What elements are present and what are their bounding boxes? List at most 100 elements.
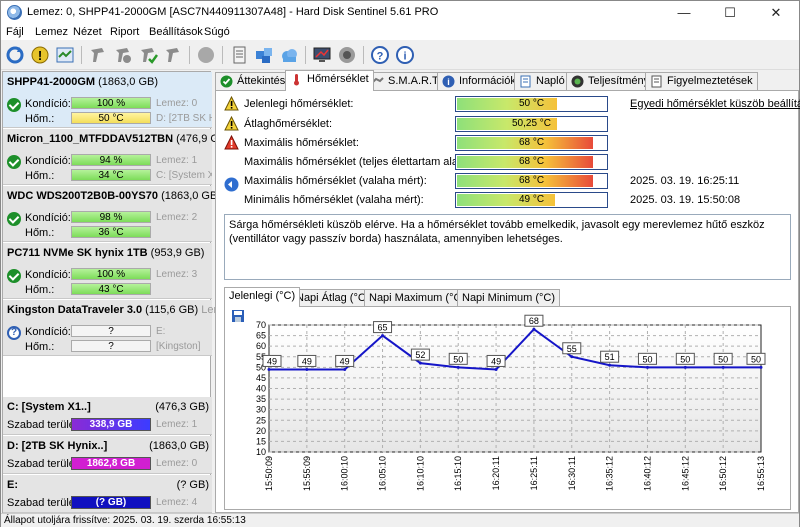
svg-text:!: ! (38, 48, 42, 63)
temperature-label: Hőm.: (25, 170, 55, 182)
partition-item[interactable]: E: (? GB) Szabad terület (? GB) Lemez: 4 (3, 475, 212, 513)
temperature-page: Jelenlegi hőmérséklet: 50 °C Egyedi hőmé… (215, 90, 800, 513)
thermometer-icon (294, 74, 299, 86)
tab-attekintes[interactable]: Áttekintés (215, 72, 291, 90)
save-icon[interactable] (231, 309, 245, 323)
svg-text:i: i (403, 51, 406, 63)
warning-icon (224, 116, 239, 131)
chart-tab-current[interactable]: Jelenlegi (°C) (224, 287, 301, 307)
tool-icon[interactable] (87, 44, 109, 66)
menu-riport[interactable]: Riport (110, 26, 140, 38)
disk-item[interactable]: PC711 NVMe SK hynix 1TB (953,9 GB) Kondí… (3, 243, 212, 299)
data-point (381, 334, 385, 338)
disk-volume: D: [2TB SK Hynix..] (156, 113, 212, 124)
cloud-icon[interactable] (278, 44, 300, 66)
data-label: 50 (680, 354, 690, 364)
disk-list-panel: SHPP41-2000GM (1863,0 GB) Kondíció: 100 … (2, 71, 234, 513)
partition-item[interactable]: D: [2TB SK Hynix..] (1863,0 GB) Szabad t… (3, 436, 212, 474)
temp-row-max-ever: Maximális hőmérséklet (valaha mért): 68 … (224, 172, 794, 192)
disk-drive-letter: E: (156, 326, 166, 337)
temp-row-average: Átlaghőmérséklet: 50,25 °C (224, 115, 794, 133)
temp-bar-fill (457, 118, 557, 130)
y-tick-label: 60 (256, 341, 266, 351)
custom-threshold-link[interactable]: Egyedi hőmérséklet küszöb beállítása (630, 98, 800, 110)
tool-icon-3[interactable] (137, 44, 159, 66)
x-tick-label: 16:00:10 (340, 456, 350, 491)
chart-tab-daily-avg[interactable]: Napi Átlag (°C) (291, 289, 375, 306)
toolbar-separator (81, 46, 82, 64)
tab-smart[interactable]: S.M.A.R.T. (366, 72, 446, 90)
help-icon[interactable]: ? (369, 44, 391, 66)
info-icon[interactable]: i (394, 44, 416, 66)
speaker-icon[interactable] (336, 44, 358, 66)
status-unknown-icon: ? (7, 326, 21, 340)
temp-bar-fill (457, 137, 593, 149)
temperature-bar: 36 °C (71, 226, 151, 238)
temp-row-max: Maximális hőmérséklet: 68 °C (224, 134, 794, 152)
menu-lemez[interactable]: Lemez (35, 26, 69, 38)
status-bar: Állapot utoljára frissítve: 2025. 03. 19… (1, 513, 799, 527)
tab-bar: Áttekintés Hőmérséklet S.M.A.R.T. i Info… (215, 70, 799, 91)
data-label-box (335, 354, 355, 367)
disk-volume: [Kingston] (156, 341, 201, 352)
data-label-box (448, 352, 468, 365)
status-text: Állapot utoljára frissítve: 2025. 03. 19… (4, 515, 246, 526)
free-space-label: Szabad terület (7, 458, 78, 470)
partition-size: (476,3 GB) (155, 401, 209, 413)
window-title: Lemez: 0, SHPP41-2000GM [ASC7N440911307A… (27, 6, 439, 18)
history-icon[interactable] (224, 177, 239, 192)
temperature-bar: ? (71, 340, 151, 352)
tab-naplo[interactable]: Napló (514, 72, 570, 90)
data-label: 50 (718, 354, 728, 364)
status-ok-icon (7, 269, 21, 283)
chart-tab-daily-max[interactable]: Napi Maximum (°C) (364, 289, 471, 306)
data-label: 50 (642, 354, 652, 364)
temp-date: 2025. 03. 19. 15:50:08 (630, 194, 741, 206)
tab-homerseklet[interactable]: Hőmérséklet (285, 70, 374, 91)
disk-name: Micron_1100_MTFDDAV512TBN (476,9 GB) (7, 133, 230, 145)
minimize-button[interactable]: — (677, 5, 691, 20)
x-tick-label: 15:55:09 (302, 456, 312, 491)
disk-item[interactable]: SHPP41-2000GM (1863,0 GB) Kondíció: 100 … (3, 72, 212, 128)
y-tick-label: 15 (256, 436, 266, 446)
document-icon[interactable] (228, 44, 250, 66)
disk-icon[interactable] (195, 44, 217, 66)
tab-informaciok[interactable]: i Információk (437, 72, 521, 90)
tool-icon-2[interactable] (112, 44, 134, 66)
tab-figyelmeztetesek[interactable]: Figyelmeztetések (645, 72, 758, 90)
data-point (645, 365, 649, 369)
temperature-label: Hőm.: (25, 284, 55, 296)
x-tick-label: 16:15:10 (453, 456, 463, 491)
data-point (343, 367, 347, 371)
menu-nezet[interactable]: Nézet (73, 26, 102, 38)
data-label: 49 (340, 356, 350, 366)
temp-label: Maximális hőmérséklet (teljes élettartam… (244, 156, 471, 168)
menu-fajl[interactable]: Fájl (6, 26, 24, 38)
report-icon[interactable] (54, 44, 76, 66)
disk-item[interactable]: WDC WDS200T2B0B-00YS70 (1863,0 GB) Kondí… (3, 186, 221, 242)
disk-item[interactable]: Micron_1100_MTFDDAV512TBN (476,9 GB) Kon… (3, 129, 230, 185)
data-label: 49 (267, 356, 277, 366)
refresh-icon[interactable] (4, 44, 26, 66)
network-icon[interactable] (253, 44, 275, 66)
disk-item[interactable]: Kingston DataTraveler 3.0 (115,6 GB) Lem… (3, 300, 234, 356)
x-tick-label: 16:45:12 (680, 456, 690, 491)
close-button[interactable]: ✕ (770, 5, 782, 20)
alerts-icon (651, 75, 662, 88)
menu-sugo[interactable]: Súgó (204, 26, 230, 38)
monitor-icon[interactable] (311, 44, 333, 66)
tab-teljesitmeny[interactable]: Teljesítmény (566, 72, 655, 90)
menu-beallitasok[interactable]: Beállítások (149, 26, 203, 38)
chart-tab-daily-min[interactable]: Napi Minimum (°C) (457, 289, 561, 306)
free-space-bar: (? GB) (71, 496, 151, 509)
y-tick-label: 65 (256, 331, 266, 341)
temp-row-current: Jelenlegi hőmérséklet: 50 °C Egyedi hőmé… (224, 95, 800, 113)
free-space-bar: 1862,8 GB (71, 457, 151, 470)
partition-item[interactable]: C: [System X1..] (476,3 GB) Szabad terül… (3, 397, 212, 435)
maximize-button[interactable]: ☐ (724, 5, 736, 20)
tool-icon-4[interactable] (162, 44, 184, 66)
warning-icon[interactable]: ! (29, 44, 51, 66)
x-tick-label: 16:25:11 (529, 456, 539, 490)
toolbar-separator (189, 46, 190, 64)
y-tick-label: 70 (256, 320, 266, 330)
